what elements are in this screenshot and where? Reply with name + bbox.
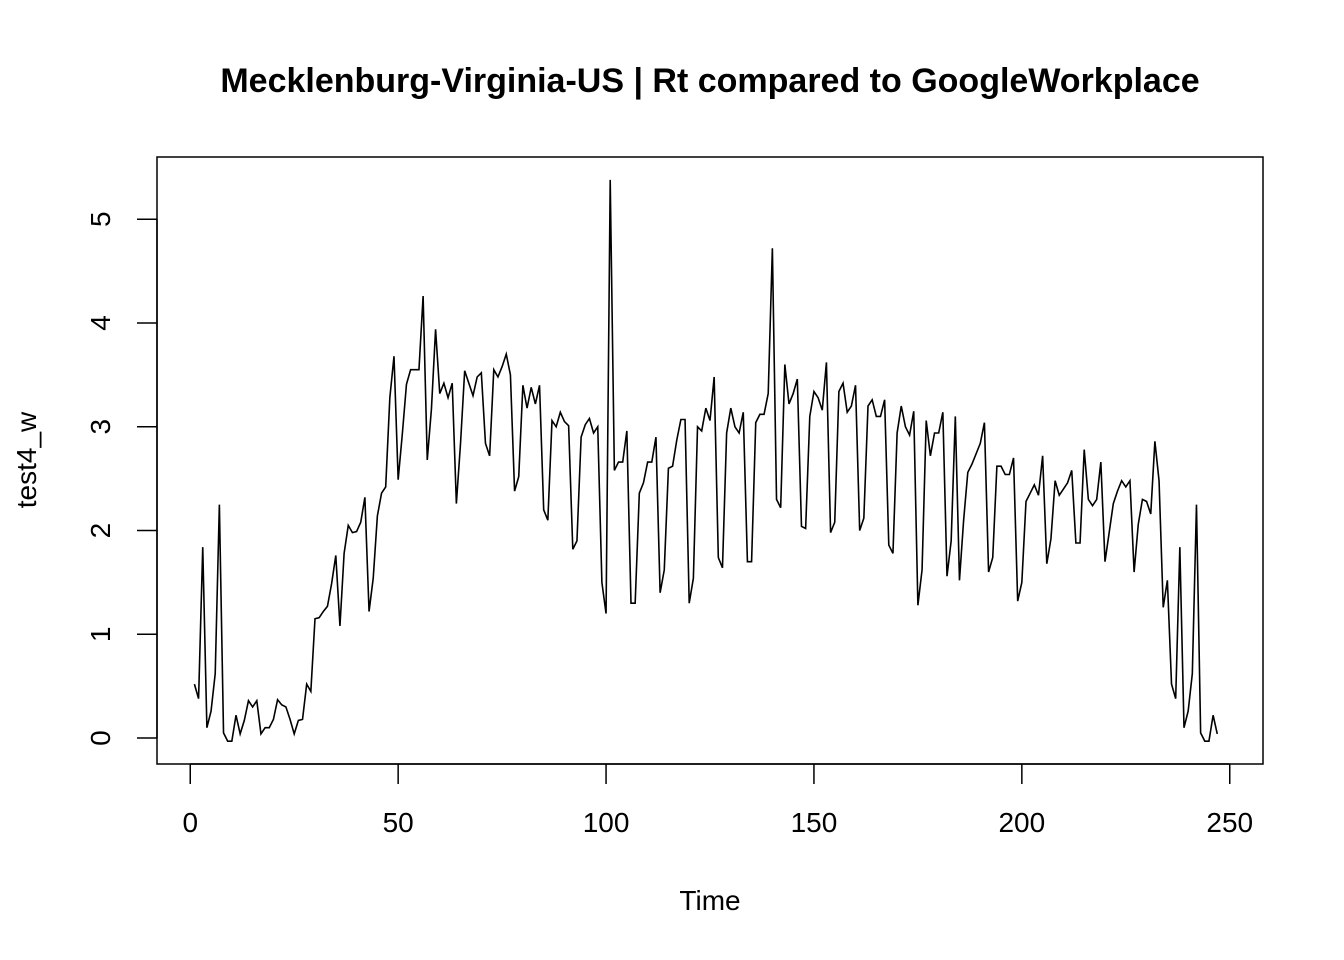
x-tick-label: 200	[998, 807, 1045, 838]
x-axis: 0 50 100 150 200 250	[182, 764, 1253, 838]
y-tick-label: 0	[85, 730, 116, 746]
x-tick-label: 250	[1206, 807, 1253, 838]
chart-title: Mecklenburg-Virginia-US | Rt compared to…	[220, 62, 1199, 100]
y-tick-label: 4	[85, 315, 116, 331]
y-tick-label: 2	[85, 523, 116, 539]
x-tick-label: 50	[383, 807, 414, 838]
y-tick-label: 5	[85, 211, 116, 227]
y-tick-label: 3	[85, 419, 116, 435]
plot-frame	[157, 157, 1263, 764]
y-axis: 0 1 2 3 4 5	[85, 211, 157, 745]
x-tick-label: 0	[182, 807, 198, 838]
series-line-test4-w	[194, 180, 1217, 741]
y-tick-label: 1	[85, 627, 116, 643]
x-axis-label: Time	[679, 885, 740, 916]
x-tick-label: 150	[791, 807, 838, 838]
y-axis-label: test4_w	[11, 411, 42, 508]
x-tick-label: 100	[583, 807, 630, 838]
